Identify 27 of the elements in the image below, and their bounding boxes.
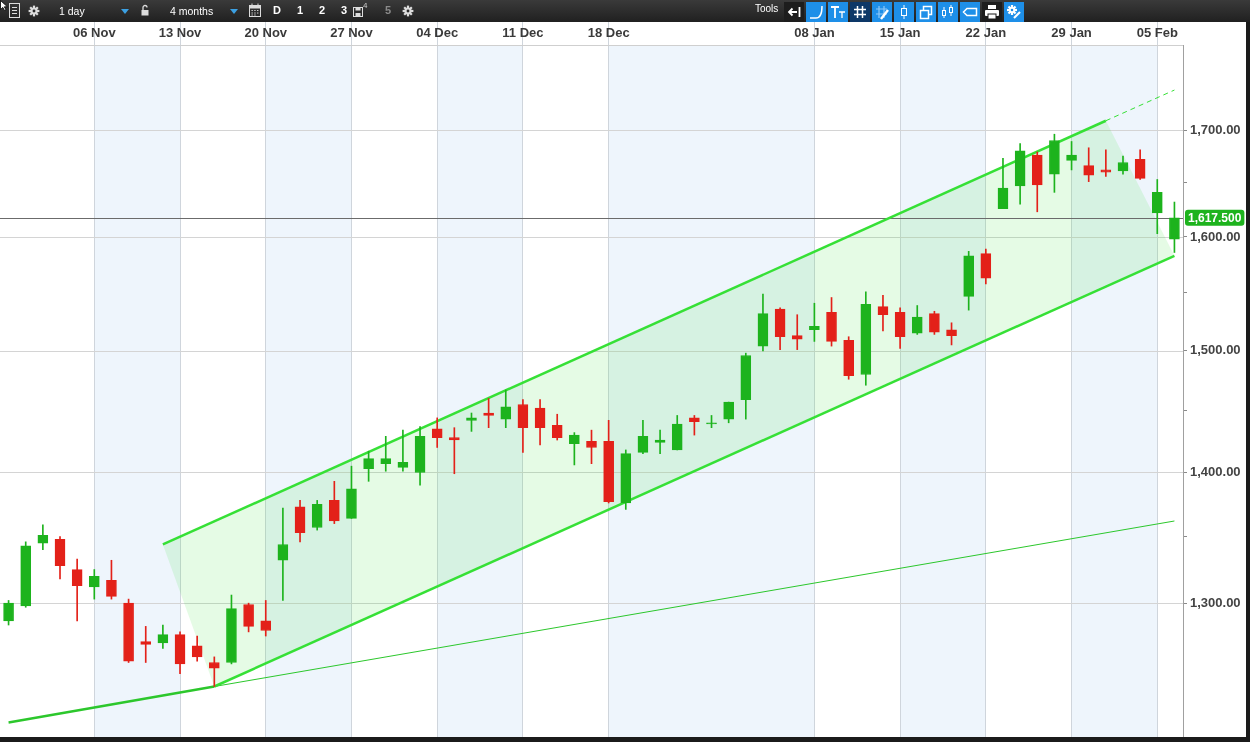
text: 3 (340, 4, 348, 17)
x-tick-label: 20 Nov (244, 24, 288, 40)
text: D (273, 4, 281, 17)
text: Tools (755, 3, 779, 15)
x-tick-label: 13 Nov (158, 24, 203, 40)
text: 5 (384, 4, 392, 17)
text: 2 (318, 4, 326, 17)
x-tick-label: 29 Jan (1051, 24, 1092, 40)
x-tick-label: 06 Nov (72, 24, 117, 40)
x-tick-label: 05 Feb (1136, 24, 1178, 40)
x-tick-label: 27 Nov (330, 24, 374, 40)
text: 1 day (59, 4, 85, 18)
x-tick-label: 15 Jan (879, 24, 921, 40)
x-tick-label: 08 Jan (794, 24, 835, 40)
ref-line-label: 1,617.500 (1188, 210, 1242, 225)
x-tick-label: 22 Jan (965, 24, 1007, 40)
y-tick-label: 1,300.00 (1190, 594, 1241, 610)
text: 4 months (170, 4, 214, 18)
x-tick-label: 04 Dec (416, 24, 459, 40)
y-tick-label: 1,600.00 (1190, 228, 1241, 244)
y-tick-label: 1,400.00 (1190, 464, 1241, 480)
x-tick-label: 18 Dec (587, 24, 630, 40)
y-tick-label: 1,700.00 (1190, 121, 1241, 137)
text: 1 (296, 4, 304, 17)
y-tick-label: 1,500.00 (1190, 342, 1241, 358)
x-tick-label: 11 Dec (502, 24, 544, 40)
text: 4 (363, 1, 368, 10)
